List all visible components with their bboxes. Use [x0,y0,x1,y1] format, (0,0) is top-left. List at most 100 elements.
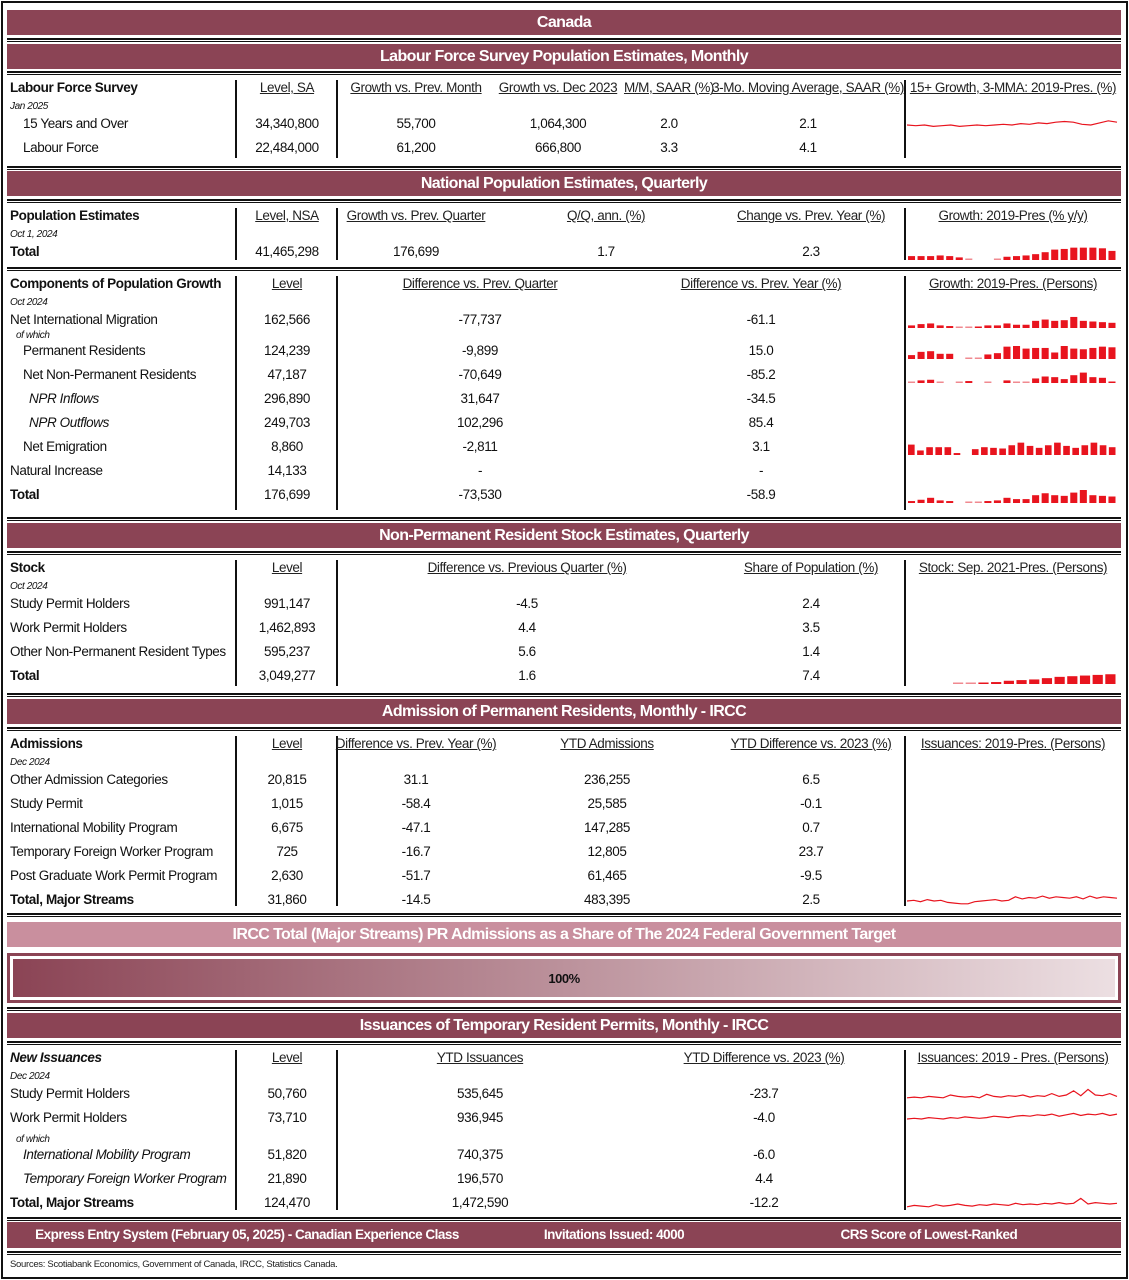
column-divider [235,276,237,510]
row-value: -6.0 [753,1147,775,1162]
spark-bar [908,381,916,383]
spark-bar [1099,445,1107,455]
table-row: Work Permit Holders 1,462,893 4.4 3.5 [0,620,1129,644]
row-value: 740,375 [457,1147,503,1162]
row-label: Total, Major Streams [10,892,134,907]
spark-bar [944,447,952,455]
row-value: 25,585 [587,796,627,811]
divider [7,1217,1121,1221]
spark-bar [1089,495,1097,503]
spark-bar [1079,320,1087,328]
row-value: 1.4 [802,644,820,659]
column-divider [235,560,237,686]
spark-bar [946,501,954,503]
column-divider [336,276,338,510]
spark-bar [971,449,979,455]
column-header: YTD Difference vs. 2023 (%) [683,1050,845,1065]
spark-bar [1098,346,1106,359]
row-value: -77,737 [458,312,502,327]
column-header: Level, SA [259,80,315,95]
column-header: Level [271,560,303,575]
spark-line [907,895,1118,905]
sparkline-bar [908,247,1116,260]
spark-bar [993,353,1001,359]
table-row: Labour Force 22,484,000 61,200 666,800 3.3 4.… [0,140,1129,164]
row-label: Temporary Foreign Worker Program [23,1171,227,1186]
spark-bar [1003,680,1014,684]
row-value: 2.3 [802,244,820,259]
express-entry-bar: Express Entry System (February 05, 2025)… [7,1222,1121,1268]
sparkline-bar [908,316,1116,328]
spark-bar [1016,680,1027,684]
spark-bar [1089,321,1097,328]
row-value: -2,811 [462,439,498,454]
sparkline-title: Issuances: 2019-Pres. (Persons) [920,736,1106,751]
row-value: - [477,463,483,478]
row-label: Study Permit Holders [10,1086,130,1101]
table-row: Study Permit Holders 991,147 -4.5 2.4 [0,596,1129,620]
spark-bar [974,501,982,503]
row-value: 5.6 [518,644,536,659]
row-value: 124,470 [264,1195,310,1210]
row-value: 124,239 [264,343,310,358]
spark-bar [993,325,1001,328]
row-label: Other Admission Categories [10,772,168,787]
spark-bar [1081,445,1089,455]
spark-bar [1032,347,1040,359]
sparkline-line [907,1112,1118,1120]
spark-line [907,1197,1118,1208]
spark-line [907,120,1118,128]
spark-bar [1108,347,1116,359]
row-value: 296,890 [264,391,310,406]
row-label: Permanent Residents [23,343,146,358]
row-value: 2.1 [799,116,817,131]
row-value: 162,566 [264,312,310,327]
column-header: Level [271,1050,303,1065]
column-divider [336,80,338,158]
divider [7,693,1121,697]
column-header: Growth vs. Prev. Month [350,80,482,95]
row-value: 31,647 [460,391,500,406]
spark-bar [917,324,925,328]
row-value: 1.6 [518,668,536,683]
spark-bar [1070,316,1078,328]
spark-bar [1098,322,1106,328]
reference-date: Dec 2024 [10,757,50,768]
row-value: 8,860 [271,439,303,454]
row-label: of which [16,330,50,341]
spark-bar [991,682,1002,684]
section-header-npr: Non-Permanent Resident Stock Estimates, … [7,523,1121,548]
table-row: Permanent Residents 124,239 -9,899 15.0 [0,343,1129,367]
spark-bar [965,682,976,684]
spark-bar [955,326,963,328]
reference-date: Oct 2024 [10,297,48,308]
column-divider [336,208,338,260]
spark-bar [955,381,963,383]
divider [7,517,1121,521]
row-value: 34,340,800 [255,116,319,131]
column-divider [235,1050,237,1210]
divider [7,267,1121,271]
spark-bar [1108,381,1116,383]
row-value: 55,700 [396,116,436,131]
spark-bar [1079,372,1087,383]
table-row: of which [0,330,1129,343]
spark-bar [917,351,925,359]
spark-bar [965,381,973,383]
row-value: 2.4 [802,596,820,611]
row-value: -85.2 [746,367,776,382]
row-value: 936,945 [457,1110,503,1125]
row-value: -58.4 [401,796,431,811]
column-header: YTD Difference vs. 2023 (%) [730,736,892,751]
column-divider [336,560,338,686]
divider [7,1041,1121,1045]
spark-bar [1051,377,1059,383]
spark-bar [908,501,916,503]
row-value: 51,820 [267,1147,307,1162]
table-title: Population Estimates [10,208,140,223]
row-value: 15.0 [748,343,774,358]
spark-bar [917,450,924,455]
row-label: Study Permit [10,796,83,811]
row-value: 595,237 [264,644,310,659]
spark-bar [1054,676,1065,684]
